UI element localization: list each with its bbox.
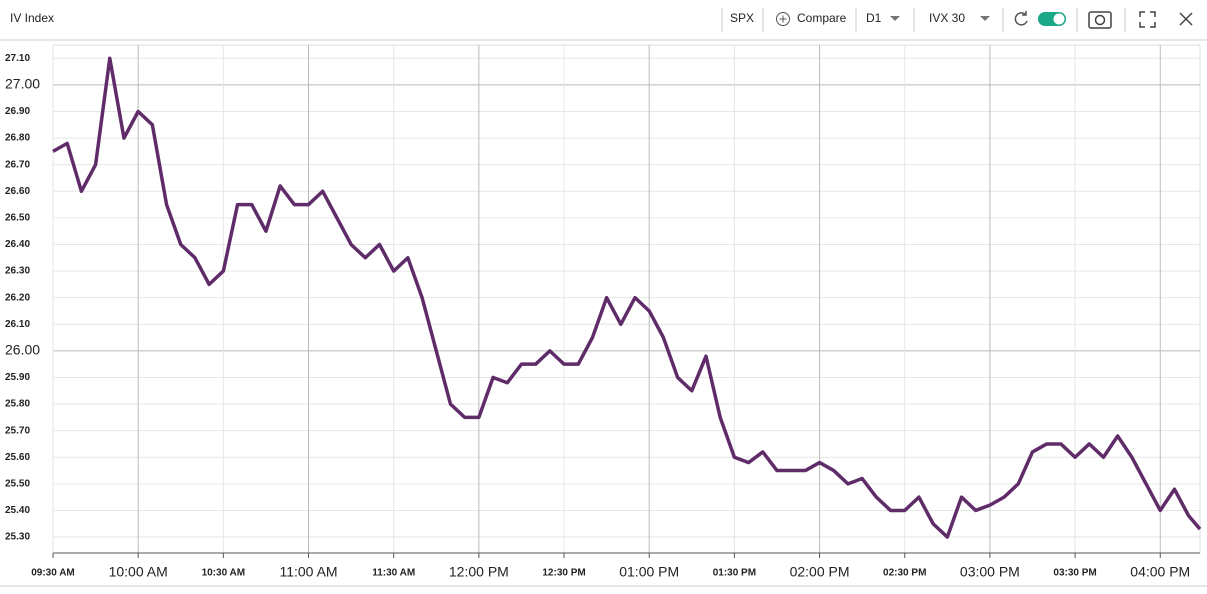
- plus-icon: [779, 15, 787, 23]
- x-tick-label: 10:00 AM: [109, 564, 168, 580]
- y-tick-label: 27.10: [5, 53, 30, 64]
- chart-title: IV Index: [10, 11, 54, 25]
- y-tick-label: 25.80: [5, 399, 30, 410]
- y-tick-label: 25.30: [5, 532, 30, 543]
- x-tick-label: 03:30 PM: [1053, 568, 1096, 579]
- x-tick-label: 02:30 PM: [883, 568, 926, 579]
- x-tick-label: 12:30 PM: [542, 568, 585, 579]
- y-tick-label: 25.50: [5, 478, 30, 489]
- y-tick-label: 25.90: [5, 372, 30, 383]
- y-tick-label: 26.70: [5, 159, 30, 170]
- y-tick-label: 26.60: [5, 186, 30, 197]
- y-tick-label: 26.50: [5, 213, 30, 224]
- x-tick-label: 11:00 AM: [279, 564, 337, 580]
- symbol-button[interactable]: SPX: [730, 11, 754, 25]
- x-tick-label: 02:00 PM: [790, 564, 850, 580]
- y-tick-label: 26.30: [5, 266, 30, 277]
- x-tick-label: 11:30 AM: [372, 568, 415, 579]
- y-tick-label: 25.70: [5, 425, 30, 436]
- x-tick-label: 01:30 PM: [713, 568, 756, 579]
- y-tick-label: 26.20: [5, 292, 30, 303]
- data-line: [52, 56, 1202, 539]
- y-tick-label: 26.80: [5, 133, 30, 144]
- y-tick-label: 25.40: [5, 505, 30, 516]
- camera-icon: [1094, 14, 1106, 26]
- compare-button[interactable]: Compare: [776, 11, 847, 26]
- camera-button[interactable]: [1088, 11, 1112, 29]
- camera-icon: [1088, 11, 1112, 29]
- x-tick-label: 04:00 PM: [1130, 564, 1190, 580]
- y-tick-label: 26.90: [5, 106, 30, 117]
- x-tick-label: 09:30 AM: [31, 568, 75, 579]
- y-tick-label: 26.10: [5, 319, 30, 330]
- compare-label: Compare: [797, 11, 847, 25]
- x-tick-label: 01:00 PM: [619, 564, 679, 580]
- y-tick-label: 25.60: [5, 452, 30, 463]
- y-tick-label: 26.00: [5, 342, 40, 358]
- plus-icon: [776, 12, 790, 26]
- x-tick-label: 12:00 PM: [449, 564, 509, 580]
- refresh-icon[interactable]: [1014, 11, 1028, 26]
- dropdown-arrow[interactable]: [890, 16, 900, 21]
- y-tick-label: 27.00: [5, 76, 40, 92]
- y-tick-label: 26.40: [5, 239, 30, 250]
- dropdown-arrow[interactable]: [980, 16, 990, 21]
- x-tick-label: 10:30 AM: [202, 568, 246, 579]
- close-icon[interactable]: [1179, 12, 1193, 26]
- measure-select[interactable]: IVX 30: [929, 11, 965, 25]
- period-select[interactable]: D1: [866, 11, 882, 25]
- toggle-knob: [1053, 13, 1065, 25]
- fullscreen-icon[interactable]: [1139, 11, 1156, 28]
- x-tick-label: 03:00 PM: [960, 564, 1020, 580]
